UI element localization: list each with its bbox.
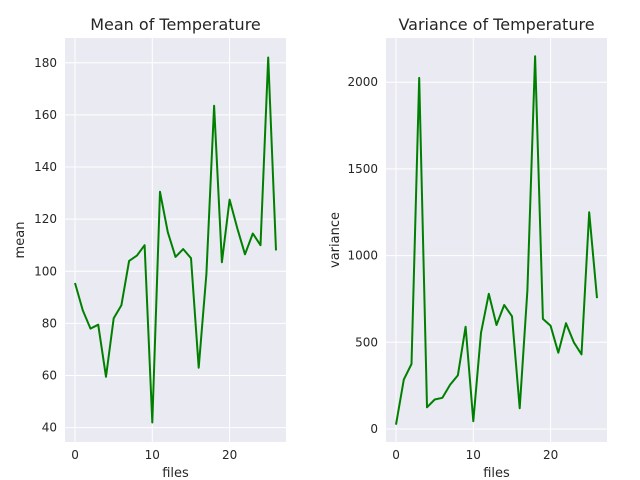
- series-line: [395, 55, 598, 425]
- y-tick-label: 80: [42, 316, 57, 330]
- y-tick-label: 0: [370, 422, 378, 436]
- y-axis-label: mean: [13, 222, 28, 259]
- mean-chart: 0 10 20 40 60 80 100 120 140 160 180 Mean of Temper…: [13, 15, 286, 480]
- y-tick-label: 180: [34, 56, 57, 70]
- series-line: [74, 56, 277, 424]
- x-axis-label: files: [162, 466, 189, 480]
- x-tick-label: 10: [466, 448, 481, 462]
- x-axis-label: files: [483, 466, 510, 480]
- y-tick-label: 60: [42, 369, 57, 383]
- x-tick-label: 0: [392, 448, 400, 462]
- variance-chart: 0 10 20 0 500 1000 1500 2000 Variance of Tempera…: [328, 15, 607, 480]
- y-tick-label: 120: [34, 212, 57, 226]
- y-tick-label: 500: [355, 335, 378, 349]
- y-tick-label: 2000: [347, 75, 378, 89]
- y-tick-label: 1000: [347, 249, 378, 263]
- y-tick-label: 100: [34, 264, 57, 278]
- x-tick-label: 20: [222, 448, 237, 462]
- chart-title: Variance of Temperature: [398, 15, 594, 34]
- plot-area: [65, 38, 286, 442]
- y-tick-label: 140: [34, 160, 57, 174]
- y-tick-label: 160: [34, 108, 57, 122]
- x-tick-label: 20: [543, 448, 558, 462]
- y-axis-label: variance: [328, 212, 343, 268]
- x-tick-label: 10: [145, 448, 160, 462]
- y-tick-label: 1500: [347, 162, 378, 176]
- x-tick-label: 0: [71, 448, 79, 462]
- chart-title: Mean of Temperature: [90, 15, 261, 34]
- y-tick-label: 40: [42, 421, 57, 435]
